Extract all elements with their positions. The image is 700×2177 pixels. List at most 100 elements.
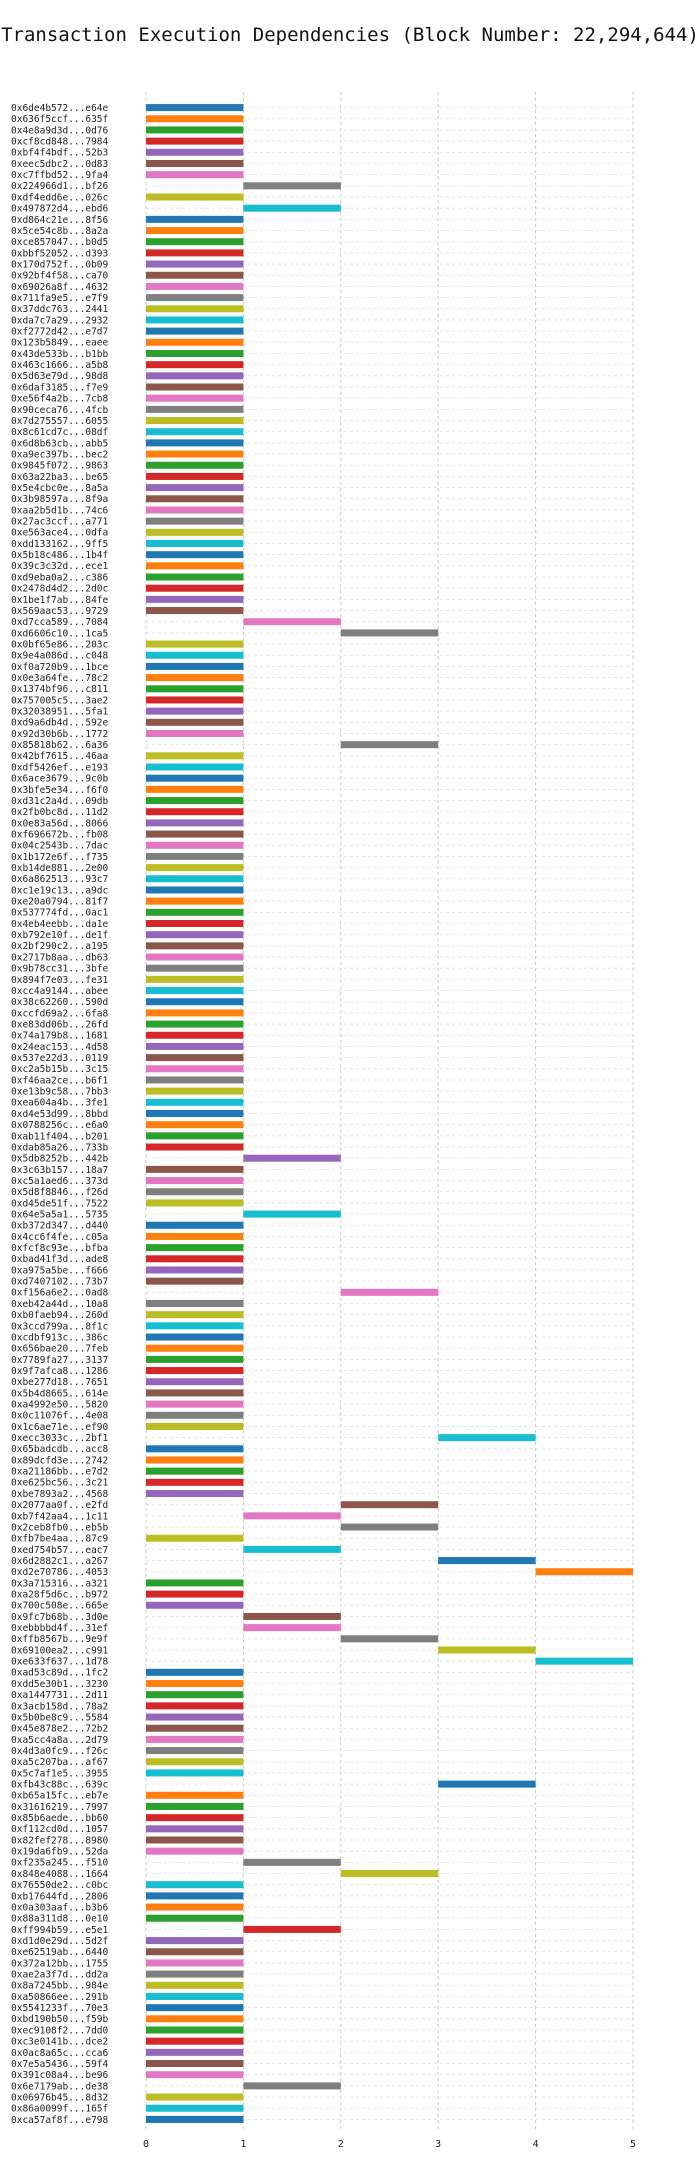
bar-0xce857047...b0d5	[146, 238, 244, 246]
bar-0xb17644fd...2806	[146, 1892, 244, 1900]
y-tick-label: 0xfb7be4aa...87c9	[11, 1534, 109, 1545]
y-tick-label: 0x1b172e6f...f735	[11, 852, 108, 863]
y-tick-label: 0x9845f072...9863	[11, 461, 108, 472]
bar-0xda7c7a29...2932	[146, 316, 244, 324]
y-tick-label: 0xe633f637...1d78	[11, 1657, 109, 1668]
bar-0xe83dd06b...26fd	[146, 1020, 244, 1028]
y-tick-label: 0x5d8f8846...f26d	[11, 1187, 108, 1198]
y-tick-label: 0xd4e53d99...8bbd	[11, 1109, 108, 1120]
bar-0xa975a5be...f666	[146, 1266, 244, 1274]
bar-0xa5cc4a8a...2d79	[146, 1735, 244, 1743]
bar-0xca57af8f...e798	[146, 2115, 244, 2123]
bar-0xebbbbd4f...31ef	[243, 1624, 341, 1632]
y-tick-label: 0x43de533b...b1bb	[11, 349, 109, 360]
bar-0x0a303aaf...b3b6	[146, 1903, 244, 1911]
bar-0xaa2b5d1b...74c6	[146, 506, 244, 514]
bar-0x7d275557...6055	[146, 417, 244, 425]
bar-0x497872d4...ebd6	[243, 204, 341, 212]
y-tick-label: 0xae2a3f7d...dd2a	[11, 1970, 108, 1981]
bar-0x32038951...5fa1	[146, 707, 244, 715]
y-tick-label: 0x636f5ccf...635f	[11, 114, 108, 125]
y-tick-label: 0xbe7893a2...4568	[11, 1489, 109, 1500]
bar-0xe56f4a2b...7cb8	[146, 394, 244, 402]
bar-0xfb43c88c...639c	[438, 1780, 536, 1788]
bar-0xf235a245...f510	[243, 1858, 341, 1866]
bar-0x7e5a5436...59f4	[146, 2060, 244, 2068]
y-tick-label: 0xb792e10f...de1f	[11, 930, 108, 941]
y-tick-label: 0x5e4cbc0e...8a5a	[11, 483, 108, 494]
y-tick-label: 0x4cc6f4fe...c05a	[11, 1232, 108, 1243]
y-tick-label: 0xb372d347...d440	[11, 1221, 109, 1232]
y-tick-label: 0xe625bc56...3c21	[11, 1478, 109, 1489]
y-tick-label: 0xf46aa2ce...b6f1	[11, 1075, 109, 1086]
bar-0xf696672b...fb08	[146, 830, 244, 838]
bar-0x6d2882c1...a267	[438, 1557, 536, 1565]
y-tick-label: 0x04c2543b...7dac	[11, 841, 108, 852]
x-tick-labels: 0 1 2 3 4 5	[143, 2139, 636, 2150]
x-tick-label-0: 0	[143, 2139, 149, 2150]
bar-0x74a179b8...1681	[146, 1031, 244, 1039]
bar-0x19da6fb9...52da	[146, 1847, 244, 1855]
bar-0xbe277d18...7651	[146, 1378, 244, 1386]
y-tick-label: 0xc5a1aed6...373d	[11, 1176, 108, 1187]
y-tick-label: 0x5b0be8c9...5584	[11, 1712, 109, 1723]
y-tick-label: 0x656bae20...7feb	[11, 1344, 109, 1355]
y-tick-label: 0xd864c21e...8f56	[11, 215, 109, 226]
bar-0x85818b62...6a36	[340, 741, 439, 749]
y-tick-label: 0x700c508e...665e	[11, 1601, 109, 1612]
bar-0xd9a6db4d...592e	[146, 718, 244, 726]
y-tick-label: 0x1be1f7ab...84fe	[11, 595, 109, 606]
y-tick-label: 0x537774fd...0ac1	[11, 908, 109, 919]
bar-0xdd5e30b1...3230	[146, 1680, 244, 1688]
bar-0xec9108f2...7dd0	[146, 2026, 244, 2034]
bar-0xd45de51f...7522	[146, 1199, 244, 1207]
bar-0x5b18c486...1b4f	[146, 551, 244, 559]
bar-0xe13b9c58...7bb3	[146, 1087, 244, 1095]
bar-0xf156a6e2...0ad8	[340, 1288, 439, 1296]
y-tick-label: 0x9fc7b68b...3d0e	[11, 1612, 109, 1623]
y-tick-label: 0xa5c207ba...af67	[11, 1757, 108, 1768]
y-tick-label: 0xa50866ee...291b	[11, 1992, 109, 2003]
y-tick-label: 0xf696672b...fb08	[11, 829, 109, 840]
bar-0x3a715316...a321	[146, 1579, 244, 1587]
y-tick-label: 0xd31c2a4d...09db	[11, 796, 109, 807]
y-tick-label: 0x8a7245bb...984e	[11, 1981, 109, 1992]
y-tick-label: 0x3c63b157...18a7	[11, 1165, 108, 1176]
y-tick-label: 0xe62519ab...6440	[11, 1947, 109, 1958]
y-tick-label: 0x69100ea2...c991	[11, 1645, 109, 1656]
y-tick-label: 0x2fb0bc8d...11d2	[11, 807, 108, 818]
bar-0x5e4cbc0e...8a5a	[146, 484, 244, 492]
y-tick-label: 0x463c1666...a5b8	[11, 360, 109, 371]
y-tick-label: 0x123b5849...eaee	[11, 338, 109, 349]
y-tick-label: 0xca57af8f...e798	[11, 2115, 109, 2126]
bar-0x9fc7b68b...3d0e	[243, 1612, 341, 1620]
y-tick-label: 0xad53c89d...1fc2	[11, 1668, 108, 1679]
y-tick-label: 0x2478d4d2...2d0c	[11, 584, 108, 595]
bar-0x5c7af1e5...3955	[146, 1769, 244, 1777]
bar-0xffb8567b...9e9f	[340, 1635, 439, 1643]
x-tick-label-2: 2	[338, 2139, 344, 2150]
y-tick-label: 0xcf8cd848...7984	[11, 137, 109, 148]
y-tick-label: 0xebbbbd4f...31ef	[11, 1623, 108, 1634]
y-tick-label: 0xa4992e50...5820	[11, 1399, 109, 1410]
bar-0x24eac153...4d58	[146, 1042, 244, 1050]
bar-0xa9ec397b...bec2	[146, 450, 244, 458]
y-tick-label: 0xfb43c88c...639c	[11, 1780, 108, 1791]
bar-0x2717b8aa...db63	[146, 953, 244, 961]
y-tick-label: 0xcc4a9144...abee	[11, 986, 109, 997]
bar-0xd7407102...73b7	[146, 1277, 244, 1285]
y-tick-label: 0xe56f4a2b...7cb8	[11, 394, 109, 405]
y-tick-label: 0xdf5426ef...e193	[11, 762, 108, 773]
y-tick-label: 0xdd133162...9ff5	[11, 539, 108, 550]
x-tick-label-5: 5	[630, 2139, 636, 2150]
bar-0x8c61cd7c...08df	[146, 428, 244, 436]
bar-0x65badcdb...acc8	[146, 1445, 244, 1453]
bar-0xe625bc56...3c21	[146, 1478, 244, 1486]
bar-0x0e3a64fe...78c2	[146, 674, 244, 682]
bar-0x848e4088...1664	[340, 1870, 439, 1878]
y-tick-label: 0x9e4a086d...c048	[11, 651, 109, 662]
y-tick-label: 0x848e4088...1664	[11, 1869, 109, 1880]
y-tick-label: 0x69026a8f...4632	[11, 282, 108, 293]
y-tick-label: 0x9b78cc31...3bfe	[11, 964, 109, 975]
y-tick-label: 0xdd5e30b1...3230	[11, 1679, 109, 1690]
